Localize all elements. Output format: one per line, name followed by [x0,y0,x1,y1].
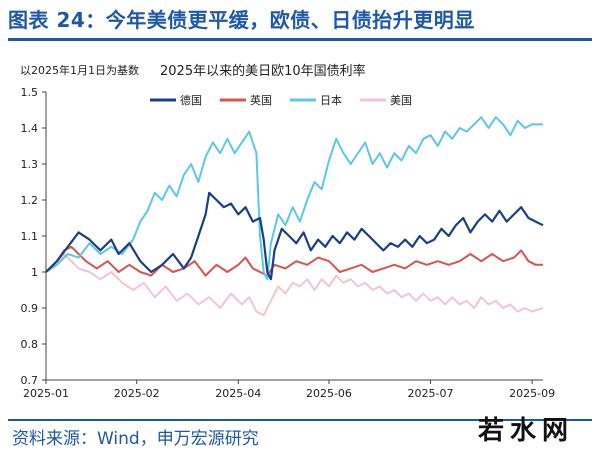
y-tick-label: 1.5 [21,86,39,99]
source-divider [8,419,592,421]
y-tick-label: 1.1 [21,230,39,243]
y-tick-label: 0.9 [21,302,39,315]
series-line-1 [45,191,544,281]
y-tick-label: 0.8 [21,338,39,351]
chart-figure-title: 图表 24：今年美债更平缓，欧债、日债抬升更明显 [8,8,475,32]
x-tick-label: 2025-06 [306,387,352,400]
chart-legend: 德国 英国 日本 美国 [150,93,412,107]
y-tick-label: 1 [31,266,38,279]
y-tick-label: 1.3 [21,158,39,171]
y-tick-label: 1.2 [21,194,39,207]
legend-label-4: 美国 [390,94,412,107]
y-axis-note: 以2025年1月1日为基数 [20,64,139,77]
x-tick-label: 2025-09 [509,387,555,400]
chart-axes: 0.7 0.8 0.9 1 1.1 1.2 1.3 1.4 1.5 2025-01 2025-02 2… [21,86,556,400]
legend-label-2: 英国 [250,93,272,107]
chart-title: 2025年以来的美日欧10年国债利率 [160,64,366,79]
legend-label-3: 日本 [320,93,342,107]
source-note: 资料来源：Wind，申万宏源研究 [12,429,259,449]
series-line-3 [45,116,543,281]
x-tick-label: 2025-04 [215,387,261,400]
x-tick-label: 2025-07 [408,387,454,400]
y-tick-label: 0.7 [21,374,39,387]
watermark: 若水网 [478,416,575,446]
chart-series [45,116,544,317]
series-line-4 [45,253,544,317]
y-tick-label: 1.4 [21,122,39,135]
x-tick-label: 2025-02 [114,387,160,400]
x-tick-label: 2025-01 [23,387,69,400]
legend-label-1: 德国 [180,93,202,107]
series-line-2 [45,245,543,277]
title-underline [8,38,592,41]
